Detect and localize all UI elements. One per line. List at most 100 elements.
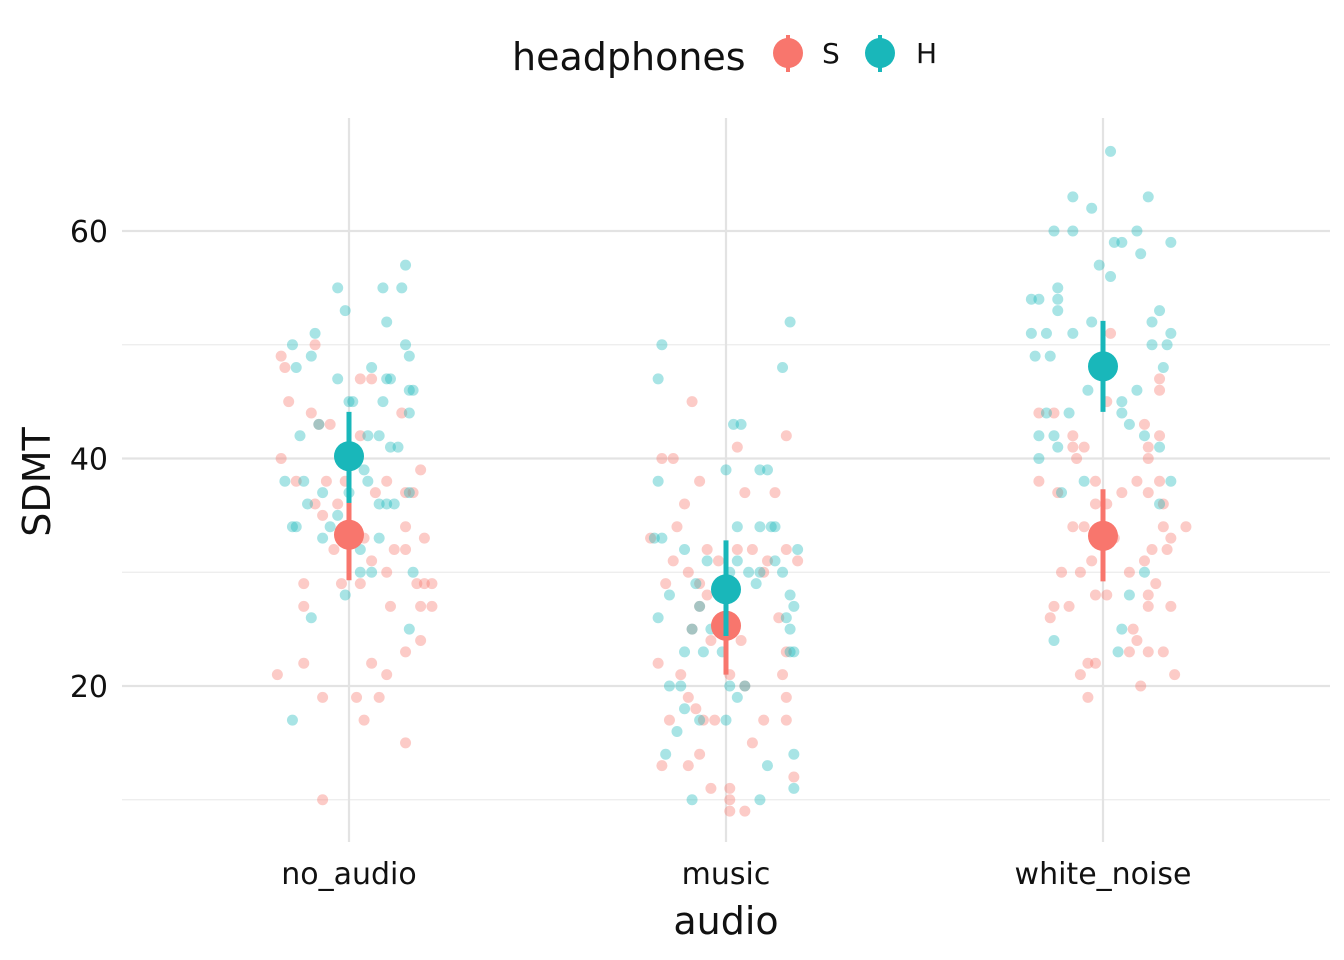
data-point-H xyxy=(1086,202,1098,214)
data-point-S xyxy=(298,657,310,669)
legend-item-S: S xyxy=(773,35,840,72)
data-point-S xyxy=(396,407,408,419)
data-point-S xyxy=(426,578,438,590)
data-point-S xyxy=(1142,453,1154,464)
data-point-S xyxy=(694,578,706,590)
data-point-H xyxy=(305,612,317,624)
data-point-H xyxy=(1154,441,1166,453)
data-point-S xyxy=(758,714,770,726)
data-point-S xyxy=(415,635,427,646)
data-point-S xyxy=(1089,475,1101,487)
data-point-H xyxy=(332,509,344,521)
data-point-H xyxy=(788,600,800,612)
data-point-S xyxy=(1123,646,1135,658)
data-point-H xyxy=(788,748,800,760)
data-point-S xyxy=(739,487,751,499)
legend-label: S xyxy=(822,37,840,70)
data-point-S xyxy=(724,782,736,794)
data-point-H xyxy=(735,418,747,430)
data-point-H xyxy=(1161,339,1173,351)
data-point-H xyxy=(1146,316,1158,328)
y-axis-title: SDMT xyxy=(15,427,59,537)
data-point-H xyxy=(765,521,777,533)
data-point-S xyxy=(369,487,381,499)
data-point-S xyxy=(679,498,691,510)
data-point-H xyxy=(290,362,302,373)
data-point-H xyxy=(1108,236,1120,248)
mean-point-H xyxy=(711,574,741,605)
data-point-S xyxy=(407,487,419,499)
data-point-S xyxy=(1067,441,1079,453)
data-point-H xyxy=(1082,384,1094,396)
data-point-S xyxy=(682,760,694,772)
data-point-S xyxy=(400,487,412,499)
data-point-H xyxy=(1154,498,1166,510)
data-point-S xyxy=(1146,544,1158,555)
data-point-H xyxy=(1025,327,1037,339)
legend-key-dot xyxy=(773,38,803,68)
x-tick-label: no_audio xyxy=(281,857,417,892)
data-point-S xyxy=(777,669,789,681)
data-point-S xyxy=(724,794,736,806)
data-point-H xyxy=(660,748,672,760)
data-point-H xyxy=(1033,293,1045,305)
data-point-H xyxy=(294,430,306,442)
legend: headphones S H xyxy=(512,35,937,79)
data-point-S xyxy=(731,441,743,453)
x-tick-label: music xyxy=(682,857,771,892)
data-point-H xyxy=(724,680,736,692)
data-point-S xyxy=(1154,475,1166,487)
data-point-H xyxy=(648,532,660,544)
data-point-H xyxy=(373,430,385,442)
data-point-S xyxy=(1165,532,1177,544)
data-point-H xyxy=(697,646,709,658)
data-point-H xyxy=(1048,430,1060,442)
data-point-H xyxy=(407,566,419,578)
data-point-H xyxy=(1052,441,1064,453)
data-point-S xyxy=(1157,498,1169,510)
data-point-S xyxy=(1078,441,1090,453)
data-point-H xyxy=(1116,407,1128,419)
data-point-H xyxy=(1105,271,1117,282)
data-point-S xyxy=(712,555,724,567)
data-point-S xyxy=(671,521,683,533)
data-point-H xyxy=(652,373,664,385)
data-point-H xyxy=(686,794,698,806)
data-point-H xyxy=(381,316,393,328)
data-point-S xyxy=(1033,407,1045,419)
data-point-H xyxy=(407,384,419,396)
data-point-S xyxy=(1127,623,1139,635)
data-point-H xyxy=(403,407,415,419)
data-point-S xyxy=(1067,521,1079,533)
data-point-S xyxy=(724,805,736,817)
data-point-S xyxy=(694,600,706,612)
data-point-H xyxy=(1138,566,1150,578)
data-point-S xyxy=(400,737,412,749)
data-point-S xyxy=(313,418,325,430)
data-point-H xyxy=(1131,384,1143,396)
data-point-H xyxy=(754,521,766,533)
data-point-H xyxy=(1165,475,1177,487)
data-point-H xyxy=(663,589,675,601)
data-point-S xyxy=(1067,430,1079,442)
data-point-H xyxy=(392,441,404,453)
mean-errorbars xyxy=(334,320,1118,675)
data-point-H xyxy=(1138,430,1150,442)
data-point-S xyxy=(761,555,773,567)
data-point-H xyxy=(309,327,321,339)
data-point-H xyxy=(384,373,396,385)
data-point-S xyxy=(735,635,747,646)
data-point-S xyxy=(384,600,396,612)
data-point-S xyxy=(1101,589,1113,601)
data-point-H xyxy=(1029,350,1041,362)
data-point-H xyxy=(1040,327,1052,339)
data-point-S xyxy=(705,782,717,794)
data-point-H xyxy=(788,782,800,794)
data-point-H xyxy=(403,350,415,362)
data-point-H xyxy=(279,475,291,487)
data-point-S xyxy=(1138,418,1150,430)
data-point-H xyxy=(1033,430,1045,442)
data-point-H xyxy=(324,521,336,533)
data-point-H xyxy=(701,555,713,567)
data-point-H xyxy=(384,441,396,453)
